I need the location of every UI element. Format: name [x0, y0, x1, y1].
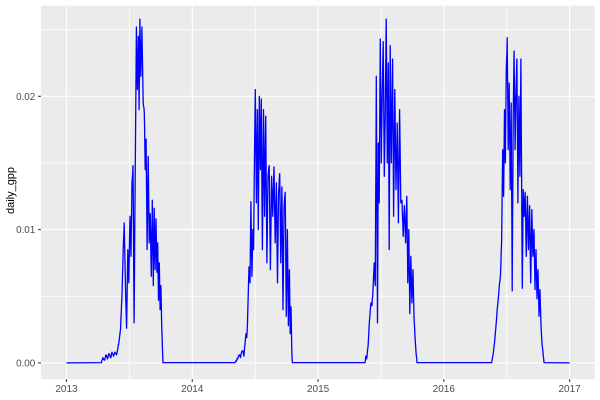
svg-text:2013: 2013 — [55, 384, 78, 395]
svg-text:2015: 2015 — [307, 384, 330, 395]
svg-text:2017: 2017 — [558, 384, 581, 395]
svg-text:0.01: 0.01 — [16, 225, 36, 236]
svg-text:2014: 2014 — [181, 384, 204, 395]
svg-text:0.00: 0.00 — [16, 358, 36, 369]
svg-text:0.02: 0.02 — [16, 92, 35, 103]
svg-text:2016: 2016 — [433, 384, 456, 395]
svg-text:daily_gpp: daily_gpp — [5, 167, 17, 214]
